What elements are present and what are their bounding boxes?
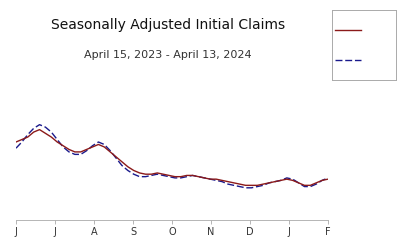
Text: April 15, 2023 - April 13, 2024: April 15, 2023 - April 13, 2024 [84,50,252,60]
Text: Seasonally Adjusted Initial Claims: Seasonally Adjusted Initial Claims [51,18,285,32]
